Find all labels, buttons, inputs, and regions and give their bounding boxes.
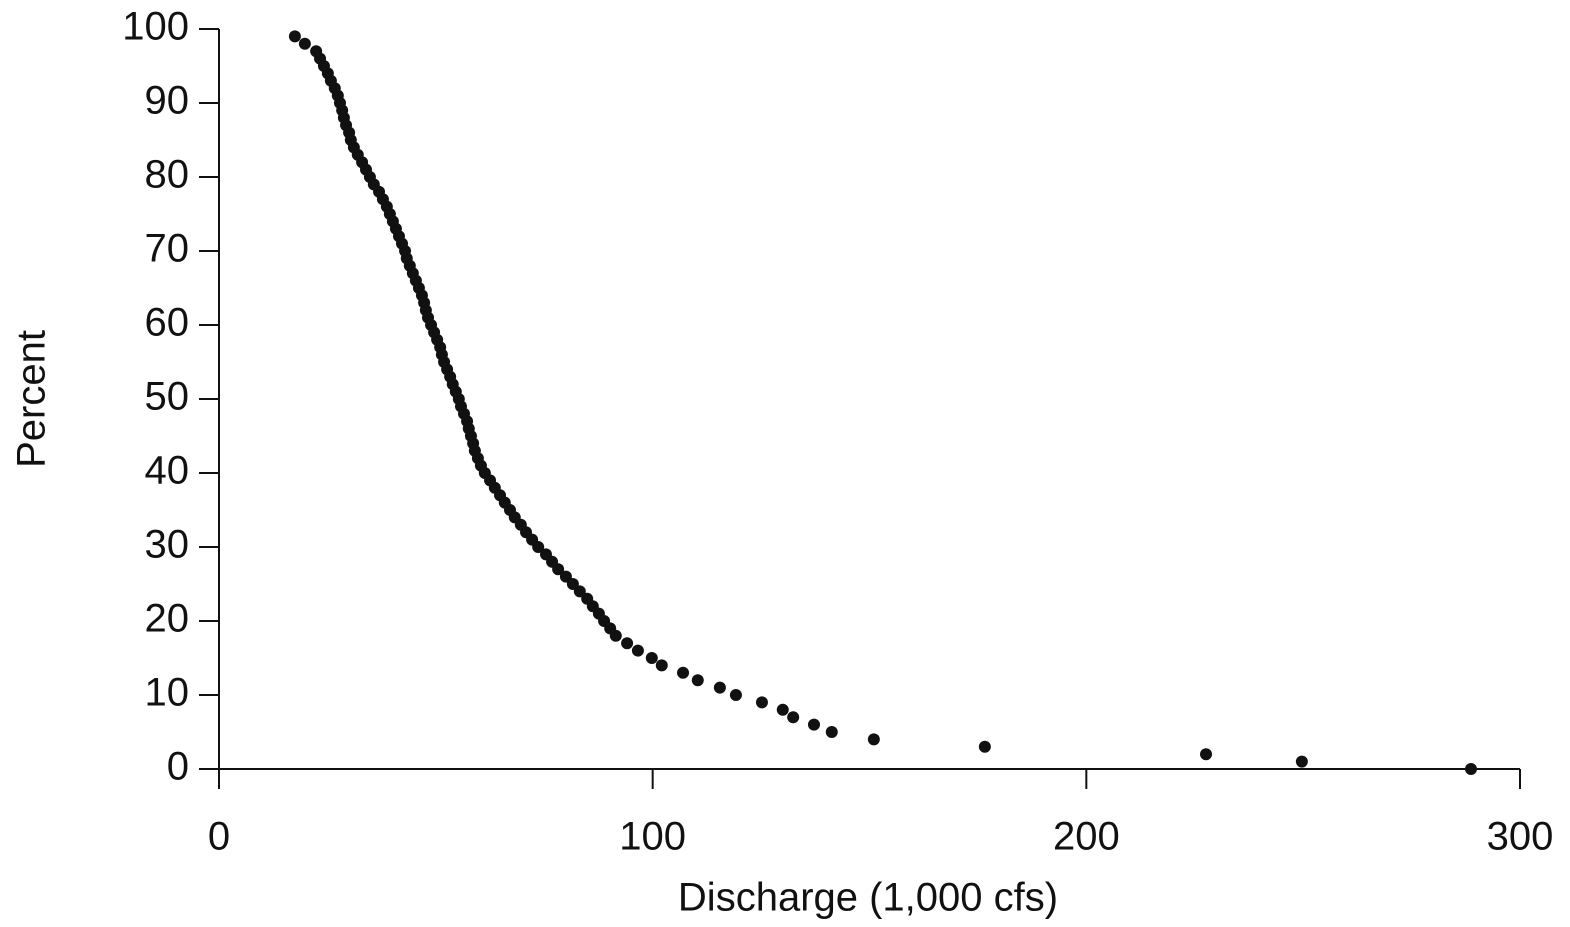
point — [559, 570, 572, 583]
y-tick-label: 20 — [145, 597, 190, 641]
point — [729, 689, 742, 701]
y-tick-label: 0 — [167, 745, 189, 789]
y-tick-label: 10 — [145, 671, 190, 715]
point — [655, 659, 668, 672]
point — [776, 703, 789, 716]
y-axis-label: Percent — [10, 330, 54, 468]
point — [677, 666, 690, 679]
point — [1200, 748, 1213, 761]
point — [1295, 755, 1308, 768]
y-tick-label: 80 — [145, 153, 190, 197]
y-tick-label: 90 — [145, 79, 190, 123]
y-tick-label: 40 — [145, 449, 190, 493]
point — [867, 733, 880, 746]
point — [581, 592, 594, 605]
x-tick-label: 0 — [208, 815, 230, 859]
point — [807, 718, 820, 731]
y-tick-label: 100 — [122, 5, 189, 49]
point — [691, 674, 704, 687]
point — [288, 30, 301, 43]
point — [755, 696, 768, 709]
point — [978, 740, 991, 753]
x-axis-label: Discharge (1,000 cfs) — [678, 876, 1058, 920]
x-tick-label: 300 — [1487, 815, 1554, 859]
y-tick-label: 50 — [145, 375, 190, 419]
point — [539, 548, 552, 561]
x-tick-label: 200 — [1053, 815, 1120, 859]
point — [1464, 763, 1477, 775]
point — [645, 652, 658, 664]
x-tick-label: 100 — [619, 815, 686, 859]
y-tick-label: 60 — [145, 301, 190, 345]
point — [310, 45, 323, 58]
y-tick-label: 30 — [145, 523, 190, 567]
point — [631, 644, 644, 657]
point — [621, 637, 634, 650]
y-tick-label: 70 — [145, 227, 190, 271]
point — [787, 711, 800, 724]
point — [713, 681, 726, 694]
point — [825, 726, 838, 738]
point — [298, 37, 311, 50]
